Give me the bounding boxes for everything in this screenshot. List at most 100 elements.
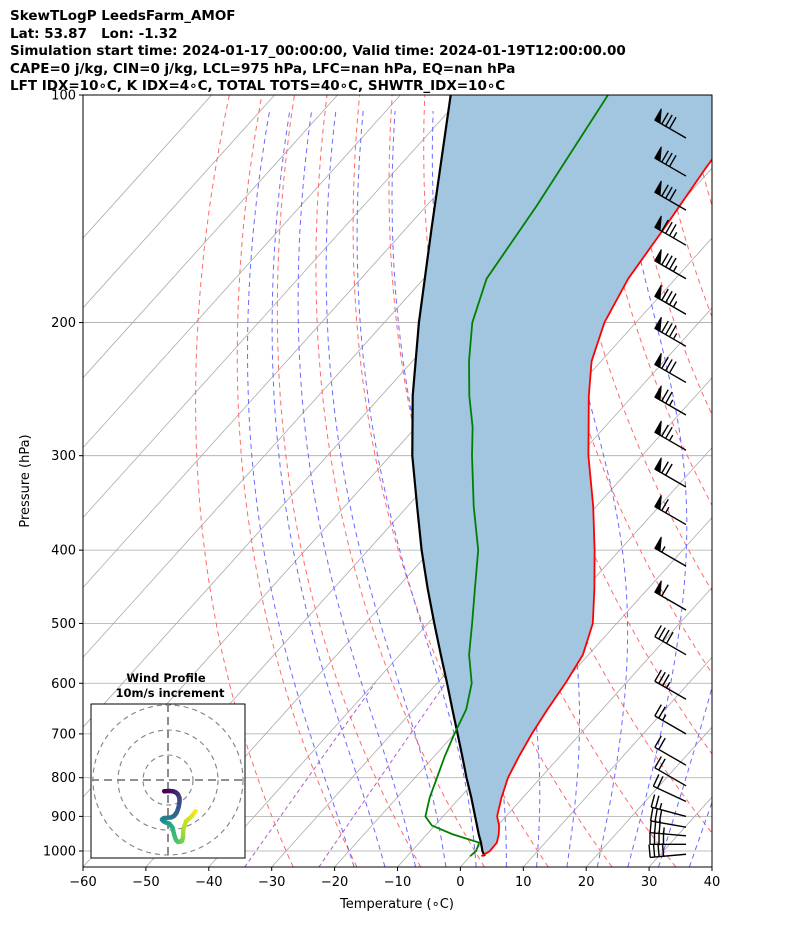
y-tick-label: 100 [51,89,76,104]
y-tick-label: 600 [51,677,76,692]
wind-barb [654,180,687,211]
mixing-ratio-line [318,683,446,867]
title-line-cape: CAPE=0 j/kg, CIN=0 j/kg, LCL=975 hPa, LF… [10,60,516,77]
moist-adiabat [752,111,794,867]
hodograph-ring [142,754,194,806]
dry-adiabat [236,95,358,867]
wind-barb [654,704,687,735]
hodograph-rings [91,704,245,858]
wind-barb [654,108,687,139]
hodograph-point [161,788,167,794]
y-tick-label: 500 [51,617,76,632]
dry-adiabat [718,95,794,867]
isotherm-line [83,95,338,379]
title-line-station: SkewTLogP LeedsFarm_AMOF [10,8,236,24]
moist-adiabat [356,110,477,867]
isotherm-line [523,656,712,867]
hodograph-title: Wind Profile [126,671,206,685]
moist-adiabat [720,111,794,867]
isotherm-line [334,447,712,867]
dry-adiabat [751,95,794,867]
moist-adiabat [297,110,416,867]
moist-adiabat [658,685,712,867]
wind-barb [654,756,687,787]
isotherm-line [83,95,275,309]
wind-barb [650,794,687,818]
dry-adiabat [352,95,549,867]
x-tick-label: 40 [704,875,721,890]
wind-barb [654,215,687,246]
moist-adiabat [537,110,629,867]
moist-adiabat [688,800,712,867]
x-tick-label: 10 [515,875,532,890]
title-line-indices: LFT IDX=10∘C, K IDX=4∘C, TOTAL TOTS=40∘C… [10,78,506,94]
wind-barb [648,843,687,859]
isotherm-line [460,586,712,867]
y-tick-label: 1000 [43,844,76,859]
y-tick-label: 800 [51,771,76,786]
axes: −60 −50 −40 −30 −20 −10 0 10 20 30 40 100 200 300 400 5… [43,89,720,891]
x-tick-label: −40 [195,875,222,890]
wind-barb [654,536,687,567]
dewpoint-line [424,95,609,857]
x-axis-label: Temperature (∘C) [339,897,454,912]
isotherm-line [83,95,527,589]
isotherm-line [585,726,712,867]
wind-barb [649,807,687,828]
y-tick-label: 400 [51,544,76,559]
dry-adiabat [489,95,712,755]
x-tick-label: −10 [384,875,411,890]
dry-adiabat [522,95,712,675]
isotherm-line [711,866,712,867]
title-line-times: Simulation start time: 2024-01-17_00:00:… [10,43,626,59]
isotherm-line [83,95,464,519]
x-tick-label: −50 [132,875,159,890]
wind-barb [654,457,687,488]
wind-barb [654,735,687,766]
moist-adiabat [246,110,355,867]
parcel-profile-line [411,95,486,857]
moist-adiabat [271,110,386,867]
x-tick-label: 0 [456,875,464,890]
wind-barb [654,420,687,451]
wind-barbs [648,108,687,859]
wind-barb [654,580,687,611]
y-axis-label: Pressure (hPa) [18,434,33,527]
dry-adiabat [554,95,712,592]
cin-shading [412,95,712,857]
y-tick-label: 700 [51,727,76,742]
mixing-ratio-line [244,683,376,867]
temperature-line [480,157,712,857]
isotherm-line [83,95,401,449]
hodograph-trace [159,788,198,845]
y-tick-label: 300 [51,449,76,464]
wind-barb [652,774,687,803]
wind-barb [654,352,687,384]
dry-adiabat [315,95,485,867]
isotherm-line [775,95,794,867]
dry-adiabat [783,95,794,867]
hodograph-inset: Wind Profile 10m/s increment [90,671,246,859]
x-tick-label: −30 [258,875,285,890]
wind-barb [654,669,687,700]
header: SkewTLogP LeedsFarm_AMOF Lat: 53.87 Lon:… [10,8,626,96]
x-tick-label: −60 [69,875,96,890]
x-tick-label: −20 [321,875,348,890]
isotherm-line [271,377,712,867]
x-tick-label: 30 [641,875,658,890]
wind-barb [654,385,687,416]
dry-adiabat [276,95,422,867]
dry-adiabat [684,95,712,208]
wind-barb [654,284,687,315]
wind-barb [654,625,687,656]
data-layer [411,95,712,857]
dry-adiabat [587,95,712,507]
dry-adiabat [388,95,613,867]
moist-adiabat [325,110,447,867]
x-tick-label: 20 [578,875,595,890]
y-tick-label: 200 [51,316,76,331]
y-tick-label: 900 [51,810,76,825]
dry-adiabat [195,95,294,867]
wind-barb [654,495,687,526]
